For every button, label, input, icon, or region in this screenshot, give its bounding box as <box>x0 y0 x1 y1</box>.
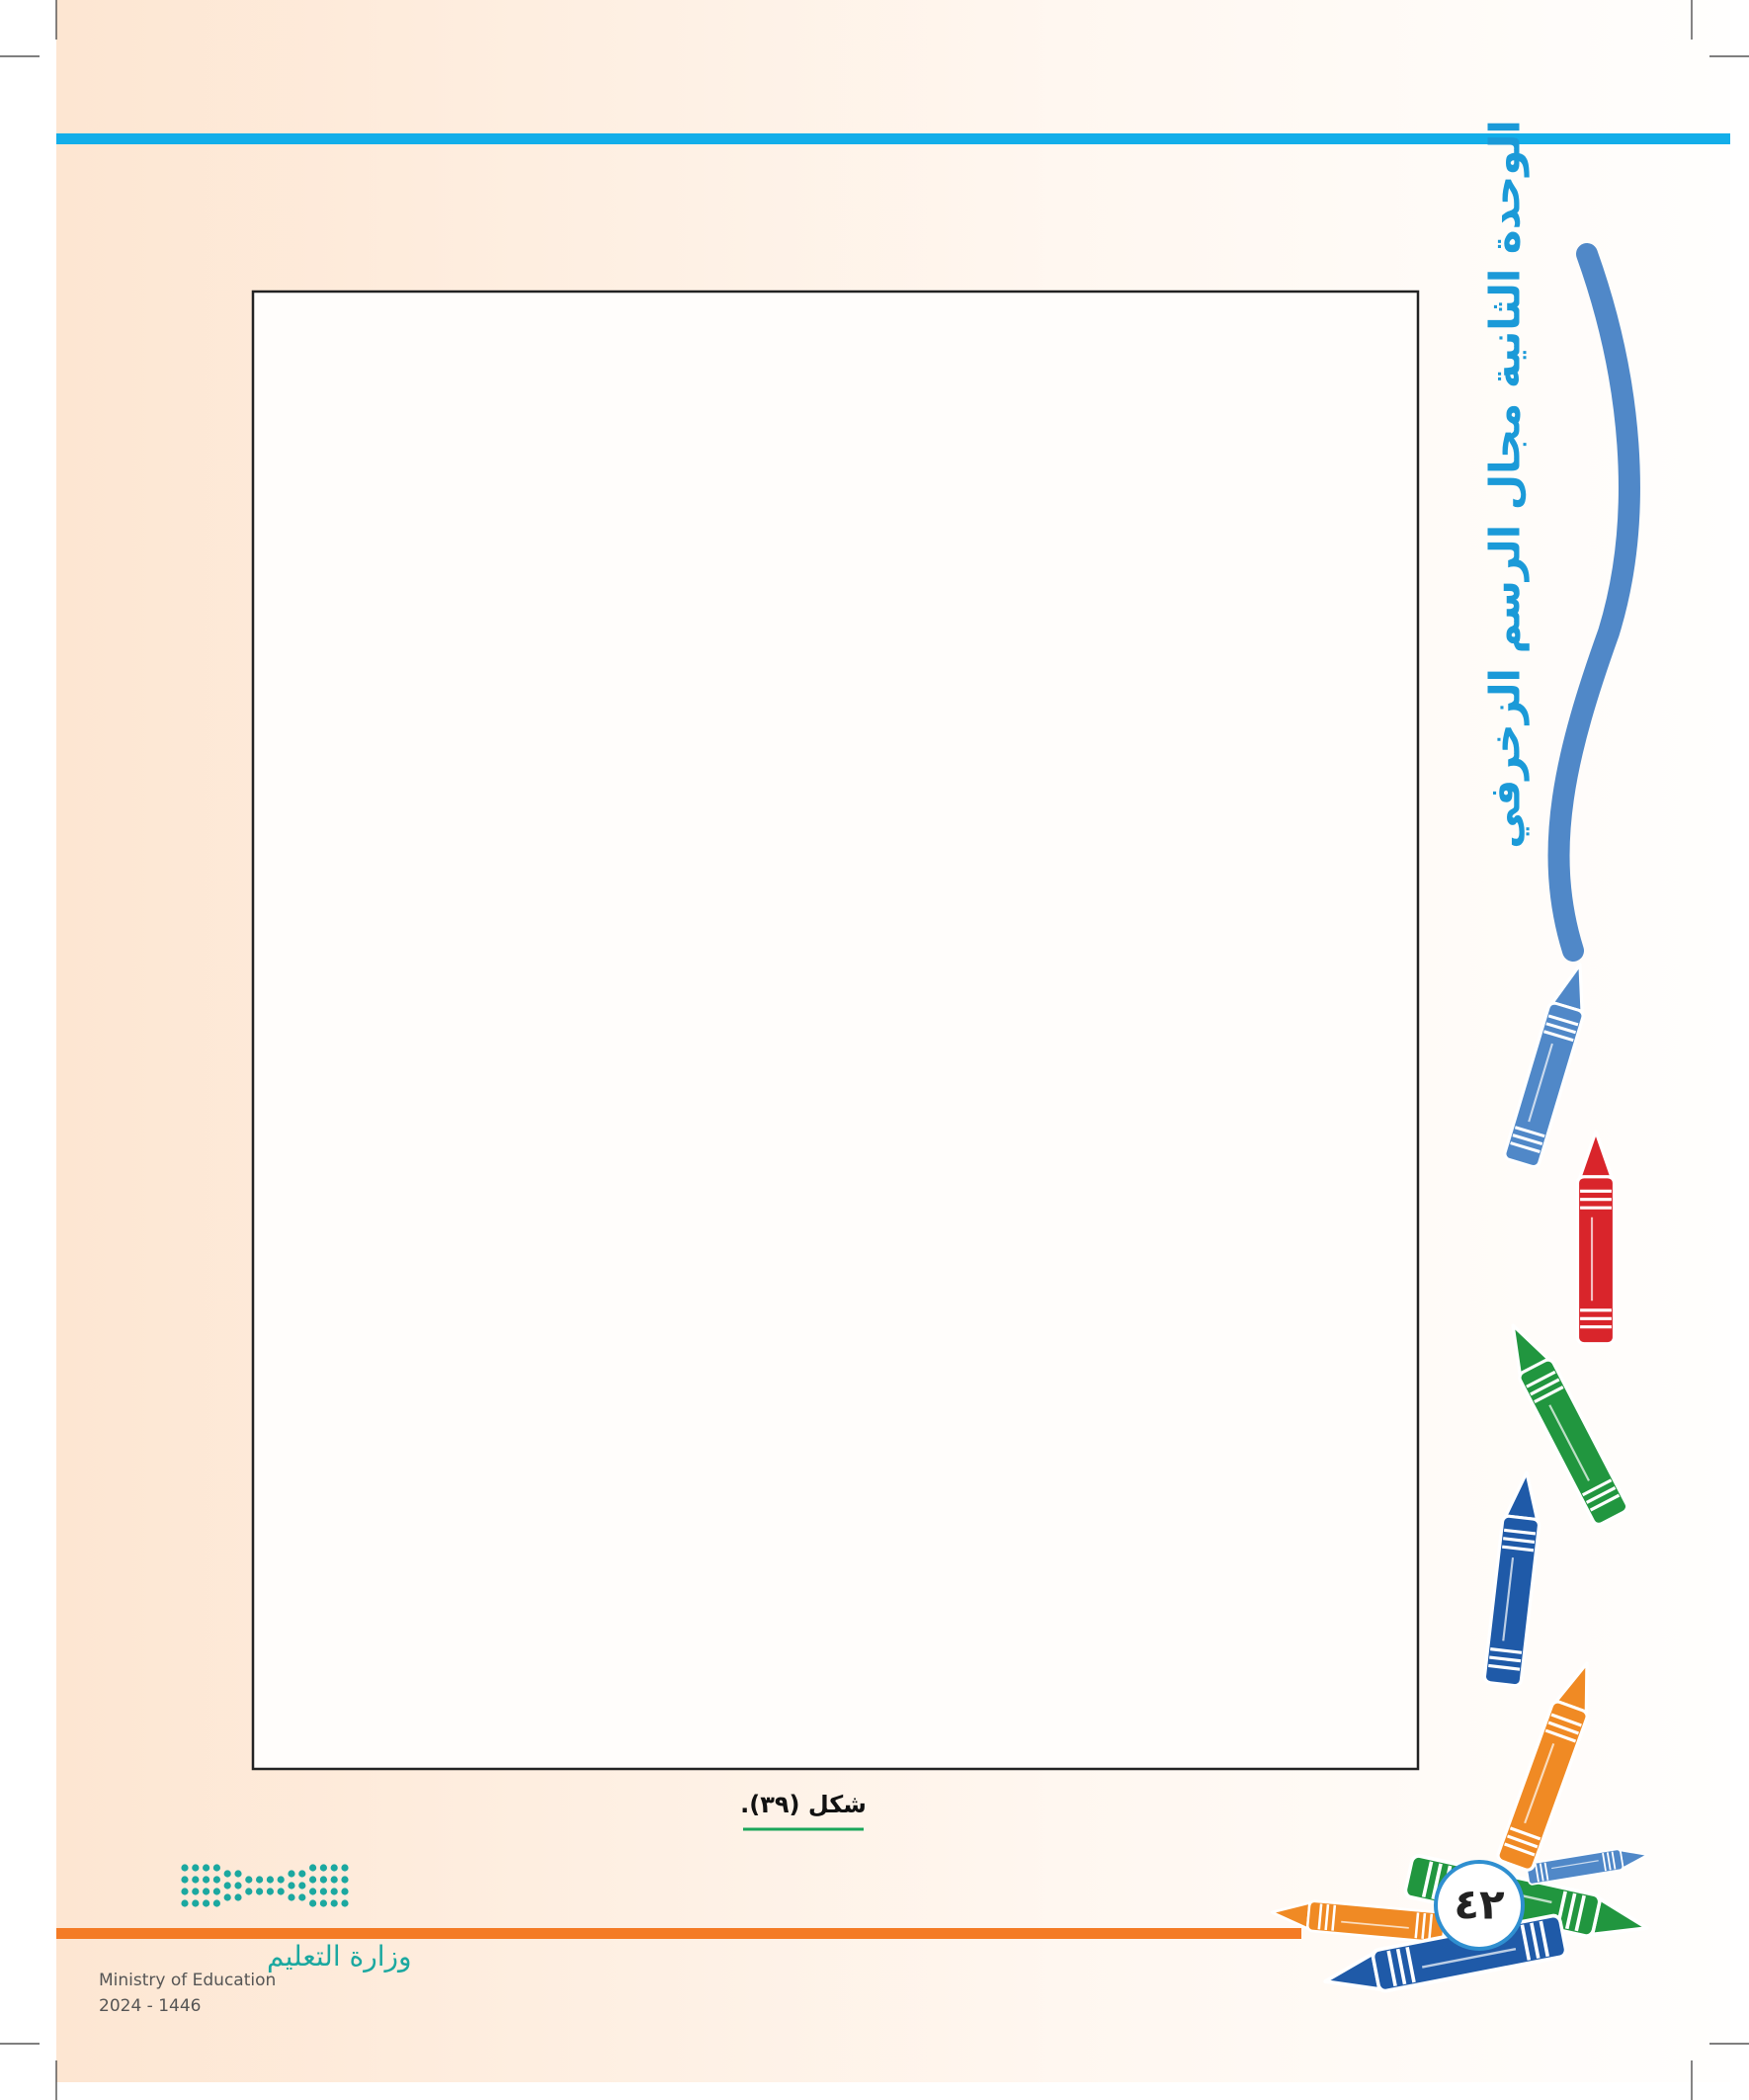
drawing-frame <box>251 290 1420 1771</box>
logo-dot <box>277 1888 285 1895</box>
logo-dot <box>266 1876 274 1884</box>
logo-dot <box>319 1899 327 1907</box>
logo-dot <box>309 1888 317 1895</box>
page-number-badge <box>1434 1860 1525 1951</box>
logo-dot <box>223 1870 231 1878</box>
logo-dot <box>288 1870 295 1878</box>
logo-dot <box>309 1876 317 1884</box>
logo-dot <box>223 1882 231 1890</box>
ministry-logo <box>181 1864 349 1907</box>
logo-dot <box>341 1888 349 1895</box>
logo-dot <box>212 1899 220 1907</box>
ministry-name-en: Ministry of Education <box>99 1971 276 1990</box>
logo-dot <box>277 1876 285 1884</box>
logo-dot <box>223 1893 231 1901</box>
logo-dot <box>341 1864 349 1872</box>
logo-dot <box>181 1864 189 1872</box>
logo-dot <box>319 1876 327 1884</box>
logo-dot <box>181 1876 189 1884</box>
logo-dot <box>192 1888 200 1895</box>
bottom-rule <box>56 1928 1301 1939</box>
logo-dot <box>341 1899 349 1907</box>
logo-dot <box>309 1899 317 1907</box>
logo-dot <box>234 1870 242 1878</box>
logo-dot <box>288 1893 295 1901</box>
logo-dot <box>203 1888 210 1895</box>
logo-dot <box>203 1899 210 1907</box>
logo-dot <box>181 1899 189 1907</box>
logo-dot <box>288 1882 295 1890</box>
logo-dot <box>330 1864 338 1872</box>
logo-dot <box>234 1893 242 1901</box>
logo-dot <box>330 1888 338 1895</box>
logo-dot <box>298 1882 306 1890</box>
logo-dot <box>203 1876 210 1884</box>
top-rule <box>56 133 1730 144</box>
figure-caption: شكل (٣٩). <box>740 1791 867 1818</box>
logo-dot <box>330 1876 338 1884</box>
logo-dot <box>319 1888 327 1895</box>
logo-dot <box>192 1864 200 1872</box>
logo-dot <box>212 1888 220 1895</box>
edition-year: 2024 - 1446 <box>99 1996 201 2016</box>
logo-dot <box>212 1876 220 1884</box>
logo-dot <box>234 1882 242 1890</box>
logo-dot <box>203 1864 210 1872</box>
logo-dot <box>245 1888 253 1895</box>
logo-dot <box>319 1864 327 1872</box>
logo-dot <box>341 1876 349 1884</box>
ministry-name-ar: وزارة التعليم <box>267 1940 412 1973</box>
brush-stroke <box>1547 243 1640 962</box>
logo-dot <box>181 1888 189 1895</box>
logo-dot <box>192 1899 200 1907</box>
logo-dot <box>212 1864 220 1872</box>
logo-dot <box>256 1876 264 1884</box>
logo-dot <box>330 1899 338 1907</box>
logo-dot <box>256 1888 264 1895</box>
logo-dot <box>266 1888 274 1895</box>
logo-dot <box>298 1870 306 1878</box>
unit-title: الوحدة الثانية مجال الرسم الزخرفي <box>1481 120 1531 848</box>
logo-dot <box>245 1876 253 1884</box>
logo-dot <box>309 1864 317 1872</box>
page-number: ٤٢ <box>1454 1881 1505 1929</box>
logo-dot <box>192 1876 200 1884</box>
logo-dot <box>298 1893 306 1901</box>
